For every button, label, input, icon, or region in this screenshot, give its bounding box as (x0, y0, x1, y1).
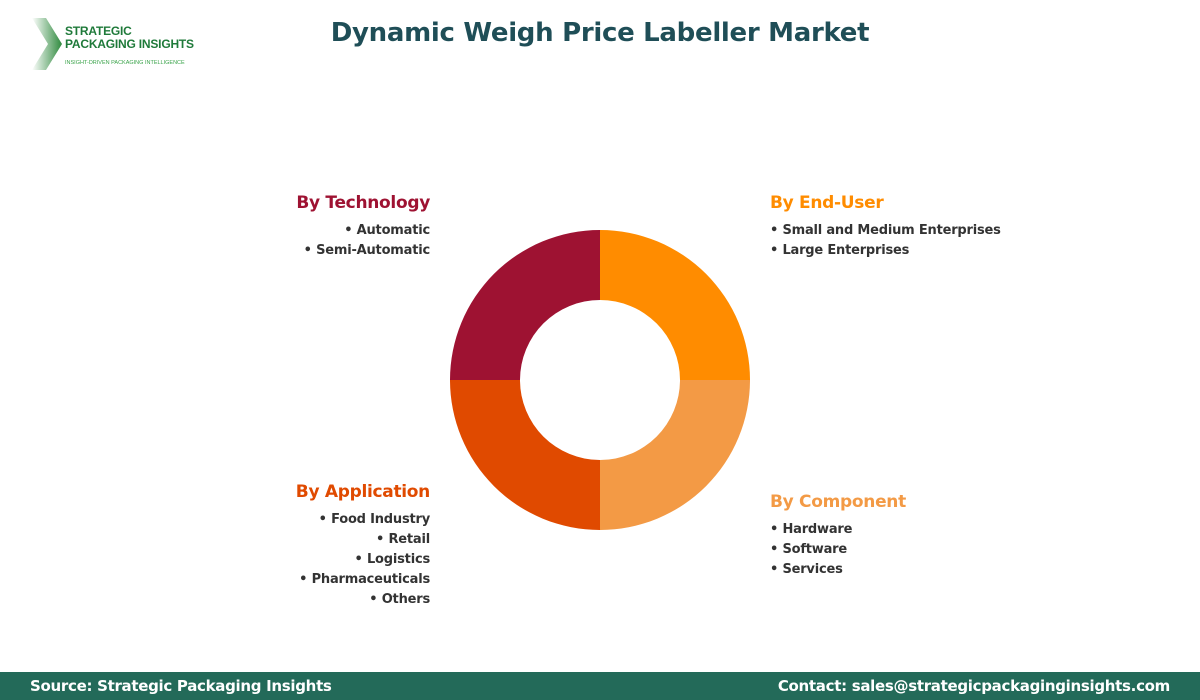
segment-component: By Component Hardware Software Services (770, 492, 906, 580)
list-item: Others (296, 590, 430, 610)
segment-application: By Application Food Industry Retail Logi… (295, 482, 431, 610)
segment-technology: By Technology Automatic Semi-Automatic (296, 193, 430, 261)
footer-bar: Source: Strategic Packaging Insights Con… (0, 672, 1200, 700)
chevron-arrow-icon (32, 18, 62, 70)
list-item: Retail (296, 530, 430, 550)
segment-end-user: By End-User Small and Medium Enterprises… (770, 193, 1001, 261)
list-item: Logistics (296, 550, 430, 570)
logo-text-line2: PACKAGING INSIGHTS (65, 37, 194, 51)
list-item: Semi-Automatic (296, 241, 430, 261)
donut-segment-end-user (600, 230, 750, 380)
list-item: Pharmaceuticals (296, 570, 431, 590)
page-title: Dynamic Weigh Price Labeller Market (330, 18, 870, 48)
logo-text-line1: STRATEGIC (65, 24, 132, 38)
segment-heading: By Technology (296, 193, 430, 213)
brand-logo: STRATEGIC PACKAGING INSIGHTS INSIGHT-DRI… (30, 18, 210, 72)
contact-text: Contact: sales@strategicpackaginginsight… (777, 677, 1170, 695)
segment-heading: By Application (295, 482, 431, 502)
segment-list: Food Industry Retail Logistics Pharmaceu… (296, 510, 431, 610)
donut-segment-technology (450, 230, 600, 380)
list-item: Services (770, 560, 906, 580)
list-item: Automatic (296, 221, 431, 241)
segment-list: Automatic Semi-Automatic (296, 221, 430, 261)
donut-chart (450, 230, 750, 530)
list-item: Hardware (770, 520, 906, 540)
donut-segment-component (600, 380, 750, 530)
source-text: Source: Strategic Packaging Insights (30, 677, 332, 695)
segment-heading: By End-User (770, 193, 884, 213)
list-item: Small and Medium Enterprises (770, 221, 1000, 241)
list-item: Large Enterprises (770, 241, 1001, 261)
segment-heading: By Component (770, 492, 906, 512)
logo-tagline: INSIGHT-DRIVEN PACKAGING INTELLIGENCE (65, 60, 185, 66)
list-item: Food Industry (296, 510, 430, 530)
segment-list: Hardware Software Services (770, 520, 906, 580)
list-item: Software (770, 540, 906, 560)
donut-segment-application (450, 380, 600, 530)
segment-list: Small and Medium Enterprises Large Enter… (770, 221, 1001, 261)
